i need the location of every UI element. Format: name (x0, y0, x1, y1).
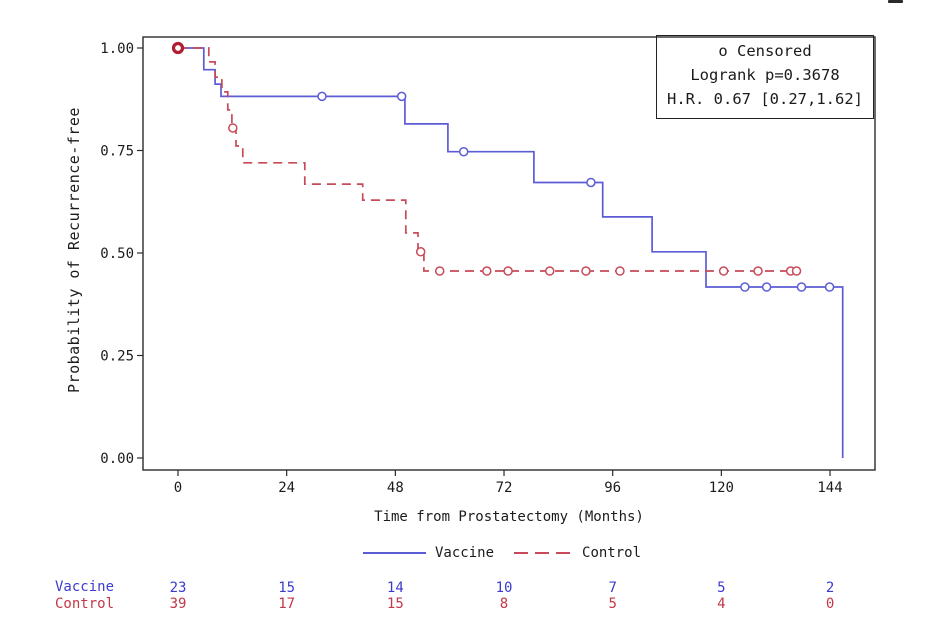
control-censored-marker (544, 266, 555, 276)
control-censored-marker (482, 266, 492, 276)
control-line-sample (514, 551, 571, 555)
risk-count: 5 (717, 580, 725, 596)
cropped-glyph-fragment (888, 0, 903, 3)
risk-count: 14 (387, 580, 404, 596)
censored-legend-label: o Censored (718, 42, 812, 60)
control-censored-marker (753, 266, 763, 276)
control-censored-marker (615, 266, 625, 276)
risk-count: 23 (170, 580, 187, 596)
x-tick-label: 144 (817, 480, 842, 496)
vaccine-censored-marker (824, 282, 835, 292)
vaccine-censored-marker (761, 282, 772, 292)
control-censored-marker (415, 247, 426, 257)
vaccine-censored-marker (586, 177, 596, 188)
vaccine-censored-marker (740, 282, 750, 292)
x-tick-label: 24 (278, 480, 295, 496)
logrank-pvalue-label: Logrank p=0.3678 (690, 66, 840, 84)
risk-count: 7 (608, 580, 616, 596)
x-tick-label: 0 (174, 480, 182, 496)
control-censored-marker (228, 123, 238, 133)
risk-count: 10 (496, 580, 513, 596)
x-tick-label: 120 (709, 480, 734, 496)
risk-row-label-vaccine: Vaccine (55, 579, 115, 595)
x-tick-label: 72 (496, 480, 513, 496)
vaccine-censored-marker (396, 91, 407, 102)
risk-count: 8 (500, 596, 508, 612)
vaccine-censored-marker (796, 282, 807, 292)
control-censored-marker (434, 266, 445, 276)
x-tick-label: 48 (387, 480, 404, 496)
y-tick-label: 0.75 (100, 144, 134, 160)
y-tick-label: 0.25 (100, 349, 134, 365)
legend-control-label: Control (582, 545, 642, 561)
risk-count: 17 (278, 596, 295, 612)
y-tick-label: 1.00 (100, 41, 134, 57)
risk-count: 4 (717, 596, 725, 612)
risk-row-label-control: Control (55, 596, 115, 612)
control-censored-marker (581, 266, 591, 276)
control-curve (178, 47, 799, 272)
x-tick-label: 96 (604, 480, 621, 496)
risk-count: 0 (826, 596, 834, 612)
vaccine-censored-marker (458, 146, 469, 157)
risk-count: 15 (387, 596, 404, 612)
risk-count: 2 (826, 580, 834, 596)
y-axis-label: Probability of Recurrence-free (65, 107, 83, 393)
y-tick-label: 0.00 (100, 451, 134, 467)
vaccine-censored-marker (317, 91, 327, 102)
risk-count: 5 (608, 596, 616, 612)
origin-censored-marker (171, 41, 185, 55)
control-censored-marker (503, 266, 513, 276)
x-axis-label: Time from Prostatectomy (Months) (374, 509, 644, 525)
vaccine-line-sample (363, 551, 426, 555)
risk-count: 39 (170, 596, 187, 612)
risk-count: 15 (278, 580, 295, 596)
control-censored-marker (718, 266, 729, 276)
legend-vaccine-label: Vaccine (435, 545, 495, 561)
control-censored-marker (791, 266, 802, 276)
stats-inset-box: o Censored Logrank p=0.3678 H.R. 0.67 [0… (656, 35, 874, 119)
y-tick-label: 0.50 (100, 246, 134, 262)
hazard-ratio-label: H.R. 0.67 [0.27,1.62] (667, 90, 863, 108)
curve-legend: Vaccine Control (363, 543, 641, 563)
